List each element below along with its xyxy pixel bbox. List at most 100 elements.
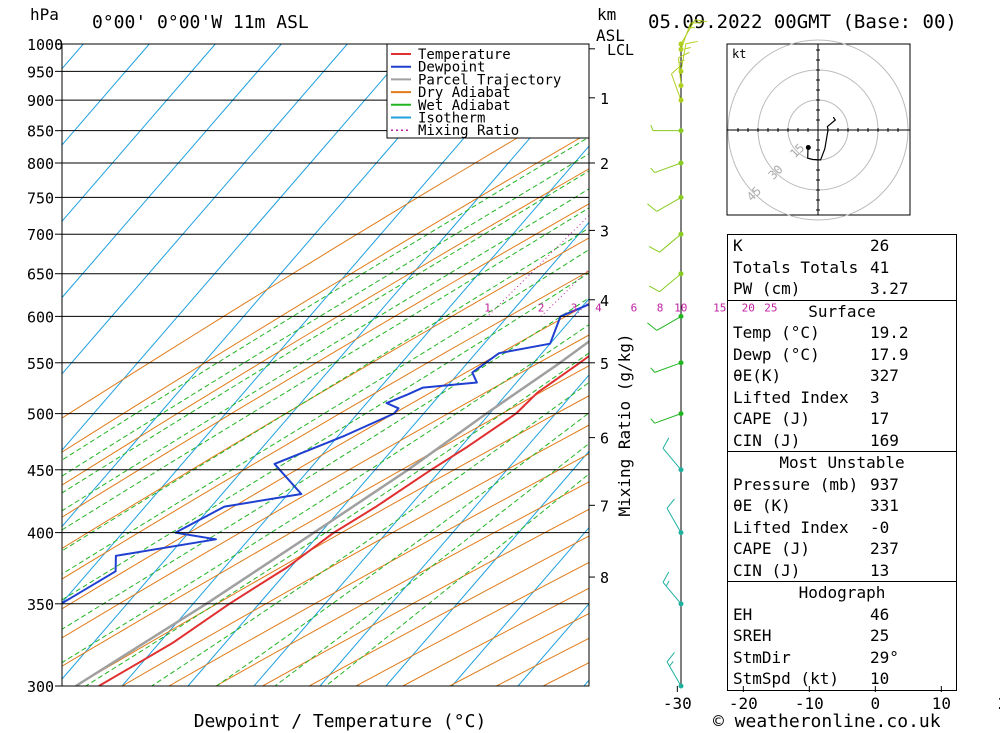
legend-entry: Isotherm xyxy=(418,111,485,127)
wind-barb-staff xyxy=(666,661,682,687)
wet-adiabat-line xyxy=(151,381,589,686)
hodograph-unit: kt xyxy=(732,47,746,61)
dry-adiabat-line xyxy=(121,424,589,686)
height-tick-label: 3 xyxy=(600,222,609,240)
wind-barb-half-feather xyxy=(684,47,691,50)
isotherm-line xyxy=(62,44,216,223)
pressure-tick-label: 850 xyxy=(27,123,54,141)
wind-barb-staff xyxy=(666,508,682,533)
isotherm-line xyxy=(62,44,150,146)
mixing-ratio-label: 3 xyxy=(571,301,578,314)
plot-frame xyxy=(61,43,590,687)
wind-barb-feather xyxy=(648,245,660,253)
wind-profile xyxy=(647,19,707,689)
surface-title: Surface xyxy=(808,301,876,321)
height-tick-label: LCL xyxy=(607,41,634,59)
wet-adiabat-line xyxy=(62,153,589,477)
isotherm-line xyxy=(121,145,589,686)
wind-barb-half-feather xyxy=(665,580,670,587)
pressure-tick-label: 550 xyxy=(27,355,54,373)
legend-entry: Temperature xyxy=(418,47,511,63)
dry-adiabat-line xyxy=(62,302,589,610)
wet-adiabat-line xyxy=(62,170,589,494)
wind-barb-feather xyxy=(647,322,658,331)
dry-adiabat-line xyxy=(75,395,589,686)
stat-row-mu-theta-e: θE (K) 331 xyxy=(733,496,899,515)
pressure-tick-label: 800 xyxy=(27,155,54,173)
temperature-line xyxy=(98,354,589,686)
wind-barb-staff xyxy=(654,362,682,373)
parcel-trajectory-line xyxy=(75,339,589,686)
height-tick-label: 8 xyxy=(600,569,609,587)
temperature-tick-label: 10 xyxy=(932,694,951,713)
temperature-tick-label: 20 xyxy=(998,694,1000,713)
wind-barb-half-feather xyxy=(650,124,654,131)
dry-adiabat-line xyxy=(168,453,589,686)
wind-barb-staff xyxy=(656,315,682,331)
pressure-tick-label: 650 xyxy=(27,266,54,284)
isotherm-line xyxy=(253,297,589,686)
isotherm-line xyxy=(62,44,414,451)
pressure-tick-label: 900 xyxy=(27,92,54,110)
pressure-tick-label: 700 xyxy=(27,226,54,244)
stat-row-lifted-index: Lifted Index 3 xyxy=(733,387,880,407)
height-tick-label: 7 xyxy=(600,497,609,515)
legend-entry: Wet Adiabat xyxy=(418,98,511,114)
stat-row-pw: PW (cm) 3.27 xyxy=(733,279,909,298)
temperature-tick-label: -30 xyxy=(663,694,692,713)
wet-adiabat-line xyxy=(216,412,589,686)
mixing-ratio-label: 2 xyxy=(538,301,545,314)
pressure-tick-label: 750 xyxy=(27,189,54,207)
height-tick-label: 6 xyxy=(600,430,609,448)
legend-entry: Dry Adiabat xyxy=(418,85,511,101)
isotherm-line xyxy=(62,69,589,680)
stat-row-pressure: Pressure (mb) 937 xyxy=(733,474,899,494)
wet-adiabat-line xyxy=(274,442,589,686)
mixing-ratio-labels: 1 2 3 4 6 8 10 15 20 25 xyxy=(484,301,777,314)
dry-adiabat-line xyxy=(62,365,589,667)
km-unit-label: km xyxy=(597,5,616,24)
location-label: 0°00' 0°00'W 11m ASL xyxy=(92,12,309,33)
hodograph-section: Hodograph EH 46 SREH 25 StmDir 29° StmSpd (… xyxy=(728,581,956,690)
dry-adiabat-line xyxy=(62,168,589,486)
x-axis-title: Dewpoint / Temperature (°C) xyxy=(194,711,487,732)
wind-barb-staff xyxy=(680,19,696,45)
wind-barb-staff xyxy=(659,273,682,293)
height-tick-label: 5 xyxy=(600,355,609,373)
stat-row-cape: CAPE (J) 17 xyxy=(733,409,890,428)
hodograph-title: Hodograph xyxy=(798,583,886,602)
wind-barb-staff xyxy=(662,448,682,471)
stat-row-k: K 26 xyxy=(733,236,890,255)
stat-row-eh: EH 46 xyxy=(733,604,890,624)
wind-barb-staff xyxy=(654,162,682,174)
pressure-tick-label: 500 xyxy=(27,406,54,424)
most-unstable-title: Most Unstable xyxy=(779,453,905,472)
isotherm-line xyxy=(62,44,348,375)
height-tick-label: 2 xyxy=(600,155,609,173)
wind-barb-staff xyxy=(662,582,682,605)
pressure-tick-label: 300 xyxy=(27,678,54,696)
legend-entry: Parcel Trajectory xyxy=(418,72,561,88)
wind-barb-feather xyxy=(648,285,660,293)
hodograph-trace xyxy=(807,116,837,161)
legend-entry: Dewpoint xyxy=(418,60,485,76)
wet-adiabat-line xyxy=(325,473,589,686)
storm-motion-dot xyxy=(805,144,811,150)
dry-adiabat-line xyxy=(262,508,589,686)
pressure-tick-label: 450 xyxy=(27,462,54,480)
pressure-tick-label: 950 xyxy=(27,63,54,81)
isotherm-line xyxy=(62,44,282,299)
wind-barb-half-feather xyxy=(678,59,685,64)
mixing-ratio-label: 1 xyxy=(484,301,491,314)
isotherm-line xyxy=(451,526,589,686)
most-unstable-section: Most Unstable Pressure (mb) 937 θE (K) 331… xyxy=(728,451,956,581)
isotherm-line xyxy=(319,374,589,686)
asl-unit-label: ASL xyxy=(596,26,625,45)
wind-barb-staff xyxy=(659,233,682,253)
wind-barb-half-feather xyxy=(669,661,674,667)
wind-barb-feather xyxy=(671,65,681,75)
stat-row-totals-totals: Totals Totals 41 xyxy=(733,257,890,277)
wind-barb-feather xyxy=(662,571,670,583)
